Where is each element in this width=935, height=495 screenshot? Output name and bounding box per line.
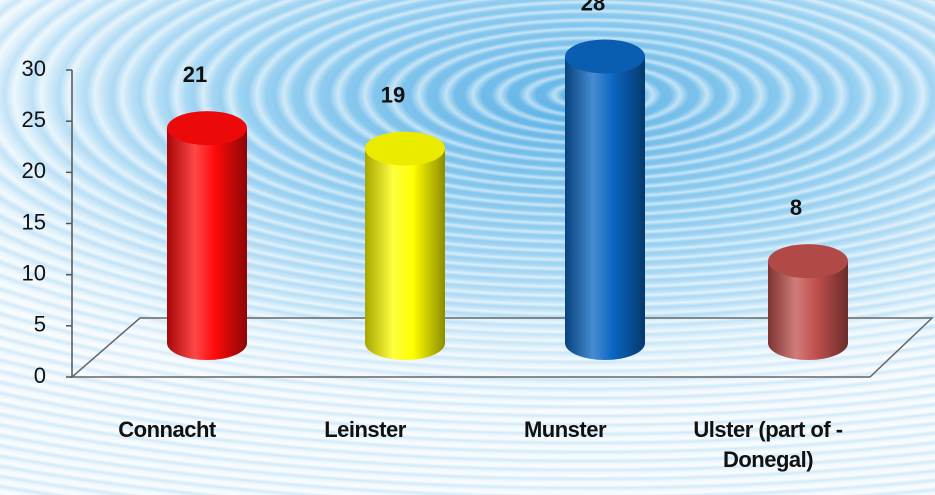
- bar: [167, 128, 247, 360]
- x-tick-label: Ulster (part of - Donegal): [693, 417, 843, 472]
- floor: [69, 317, 934, 378]
- x-tick-label: Leinster: [324, 417, 406, 442]
- y-tick-label: 5: [34, 312, 46, 337]
- value-label: 28: [581, 0, 605, 15]
- bar-top: [365, 131, 445, 166]
- bar: [768, 261, 848, 360]
- x-tick-label: Munster: [523, 417, 607, 442]
- bar-top: [565, 39, 645, 74]
- value-label: 19: [381, 82, 405, 107]
- y-tick-label: 15: [22, 209, 46, 234]
- y-tick-label: 25: [22, 107, 46, 132]
- x-tick-label: Connacht: [118, 417, 216, 442]
- bar: [565, 56, 645, 360]
- bar-top: [768, 244, 848, 279]
- value-label: 8: [790, 195, 802, 220]
- bar-top: [167, 111, 247, 146]
- y-tick-label: 10: [22, 260, 46, 285]
- bar: [365, 148, 445, 360]
- y-tick-label: 30: [22, 56, 46, 81]
- y-tick-label: 0: [34, 363, 46, 388]
- y-tick-label: 20: [22, 158, 46, 183]
- value-label: 21: [183, 62, 207, 87]
